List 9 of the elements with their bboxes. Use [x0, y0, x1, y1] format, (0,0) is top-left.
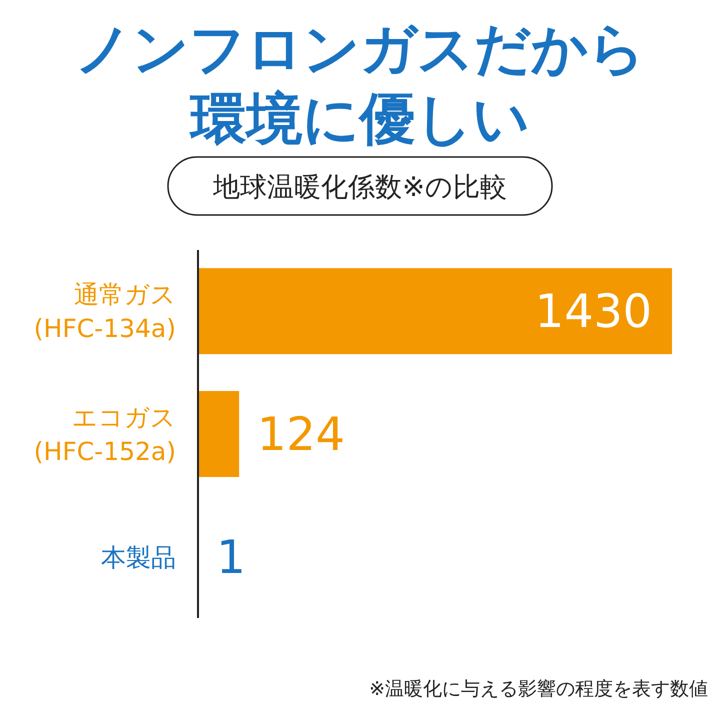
- y-tick-label: エコガス (HFC-152a): [34, 403, 176, 466]
- data-label: 124: [257, 407, 345, 461]
- data-label: 1: [216, 530, 246, 584]
- text: ※温暖化に与える影響の程度を表す数値: [369, 678, 708, 700]
- chart-title: ノンフロンガスだから環境に優しい: [75, 17, 645, 152]
- chart-subtitle: 地球温暖化係数※の比較: [212, 172, 507, 203]
- y-tick-label: 通常ガス (HFC-134a): [34, 280, 176, 344]
- y-tick-label: 本製品: [101, 542, 176, 572]
- data-label: 1430: [534, 284, 652, 338]
